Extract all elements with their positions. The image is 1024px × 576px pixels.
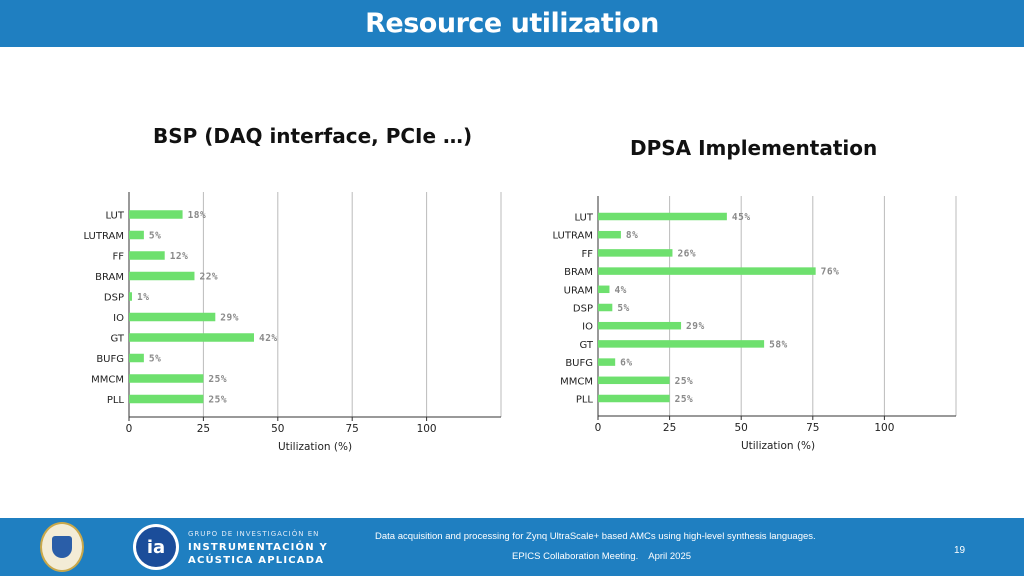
category-label: BUFG bbox=[96, 354, 124, 365]
x-tick-label: 50 bbox=[735, 422, 748, 434]
bar bbox=[129, 271, 195, 281]
bar bbox=[598, 212, 727, 221]
category-label: PLL bbox=[107, 395, 125, 406]
chart-title-dpsa: DPSA Implementation bbox=[630, 136, 878, 160]
data-label: 6% bbox=[620, 358, 632, 369]
category-label: FF bbox=[112, 252, 124, 263]
category-label: MMCM bbox=[560, 376, 593, 387]
category-label: GT bbox=[110, 334, 124, 345]
bar bbox=[598, 230, 621, 239]
data-label: 5% bbox=[617, 303, 629, 314]
group-name-line2: ACÚSTICA APLICADA bbox=[188, 555, 325, 566]
category-label: PLL bbox=[576, 395, 594, 406]
bar bbox=[129, 394, 204, 404]
data-label: 22% bbox=[199, 272, 218, 283]
data-label: 26% bbox=[677, 248, 696, 259]
bar bbox=[129, 374, 204, 383]
bar bbox=[598, 249, 673, 257]
bar bbox=[598, 394, 670, 403]
page-number: 19 bbox=[954, 545, 966, 556]
x-tick-label: 100 bbox=[874, 422, 894, 434]
footer-event: EPICS Collaboration Meeting. April 2025 bbox=[512, 551, 692, 562]
bar bbox=[598, 376, 670, 385]
bar bbox=[129, 333, 254, 342]
x-tick-label: 25 bbox=[663, 422, 676, 434]
university-seal-icon bbox=[40, 522, 84, 572]
x-tick-label: 50 bbox=[271, 423, 284, 435]
data-label: 5% bbox=[149, 231, 161, 242]
bar bbox=[129, 210, 183, 219]
bar bbox=[598, 267, 816, 275]
x-tick-label: 0 bbox=[595, 422, 602, 434]
category-label: LUTRAM bbox=[552, 231, 593, 242]
x-tick-label: 0 bbox=[126, 423, 133, 435]
bar bbox=[129, 292, 132, 301]
x-tick-label: 75 bbox=[806, 422, 819, 434]
footer-talk-title: Data acquisition and processing for Zynq… bbox=[375, 531, 816, 542]
bar bbox=[598, 321, 682, 330]
category-label: IO bbox=[113, 313, 124, 324]
bar bbox=[598, 303, 613, 312]
data-label: 29% bbox=[220, 313, 239, 324]
category-label: URAM bbox=[564, 285, 593, 296]
category-label: LUT bbox=[574, 213, 593, 224]
category-label: LUTRAM bbox=[83, 231, 124, 242]
page-title: Resource utilization bbox=[365, 8, 659, 39]
data-label: 25% bbox=[675, 394, 694, 405]
x-axis-label: Utilization (%) bbox=[278, 441, 352, 453]
header-bar: Resource utilization bbox=[0, 0, 1024, 47]
data-label: 12% bbox=[170, 251, 189, 262]
x-tick-label: 100 bbox=[417, 423, 437, 435]
data-label: 5% bbox=[149, 354, 161, 365]
data-label: 4% bbox=[614, 285, 626, 296]
bar bbox=[598, 340, 765, 348]
group-name-line1: INSTRUMENTACIÓN Y bbox=[188, 542, 328, 553]
category-label: DSP bbox=[104, 293, 124, 304]
bar bbox=[129, 230, 144, 240]
category-label: DSP bbox=[573, 304, 593, 315]
category-label: MMCM bbox=[91, 375, 124, 386]
data-label: 8% bbox=[626, 230, 638, 241]
group-name-small: GRUPO DE INVESTIGACIÓN EN bbox=[188, 530, 320, 538]
category-label: GT bbox=[579, 340, 593, 351]
bar bbox=[598, 285, 610, 294]
data-label: 18% bbox=[188, 210, 207, 221]
category-label: BUFG bbox=[565, 358, 593, 369]
data-label: 25% bbox=[675, 376, 694, 387]
category-label: IO bbox=[582, 322, 593, 333]
x-tick-label: 25 bbox=[197, 423, 210, 435]
category-label: BRAM bbox=[95, 272, 124, 283]
data-label: 45% bbox=[732, 212, 751, 223]
category-label: FF bbox=[581, 249, 593, 260]
category-label: BRAM bbox=[564, 267, 593, 278]
ia-logo-icon: ia bbox=[133, 524, 179, 570]
bar bbox=[129, 312, 216, 322]
x-tick-label: 75 bbox=[346, 423, 359, 435]
bar bbox=[129, 251, 165, 260]
data-label: 25% bbox=[208, 395, 227, 406]
data-label: 76% bbox=[821, 267, 840, 278]
data-label: 1% bbox=[137, 292, 149, 303]
data-label: 42% bbox=[259, 333, 278, 344]
data-label: 58% bbox=[769, 339, 788, 350]
category-label: LUT bbox=[105, 211, 124, 222]
bar bbox=[598, 358, 616, 366]
ia-logo-text: ia bbox=[136, 527, 176, 567]
data-label: 25% bbox=[208, 374, 227, 385]
chart-title-bsp: BSP (DAQ interface, PCIe …) bbox=[153, 124, 473, 148]
data-label: 29% bbox=[686, 321, 705, 332]
bar bbox=[129, 353, 144, 363]
x-axis-label: Utilization (%) bbox=[741, 440, 815, 452]
